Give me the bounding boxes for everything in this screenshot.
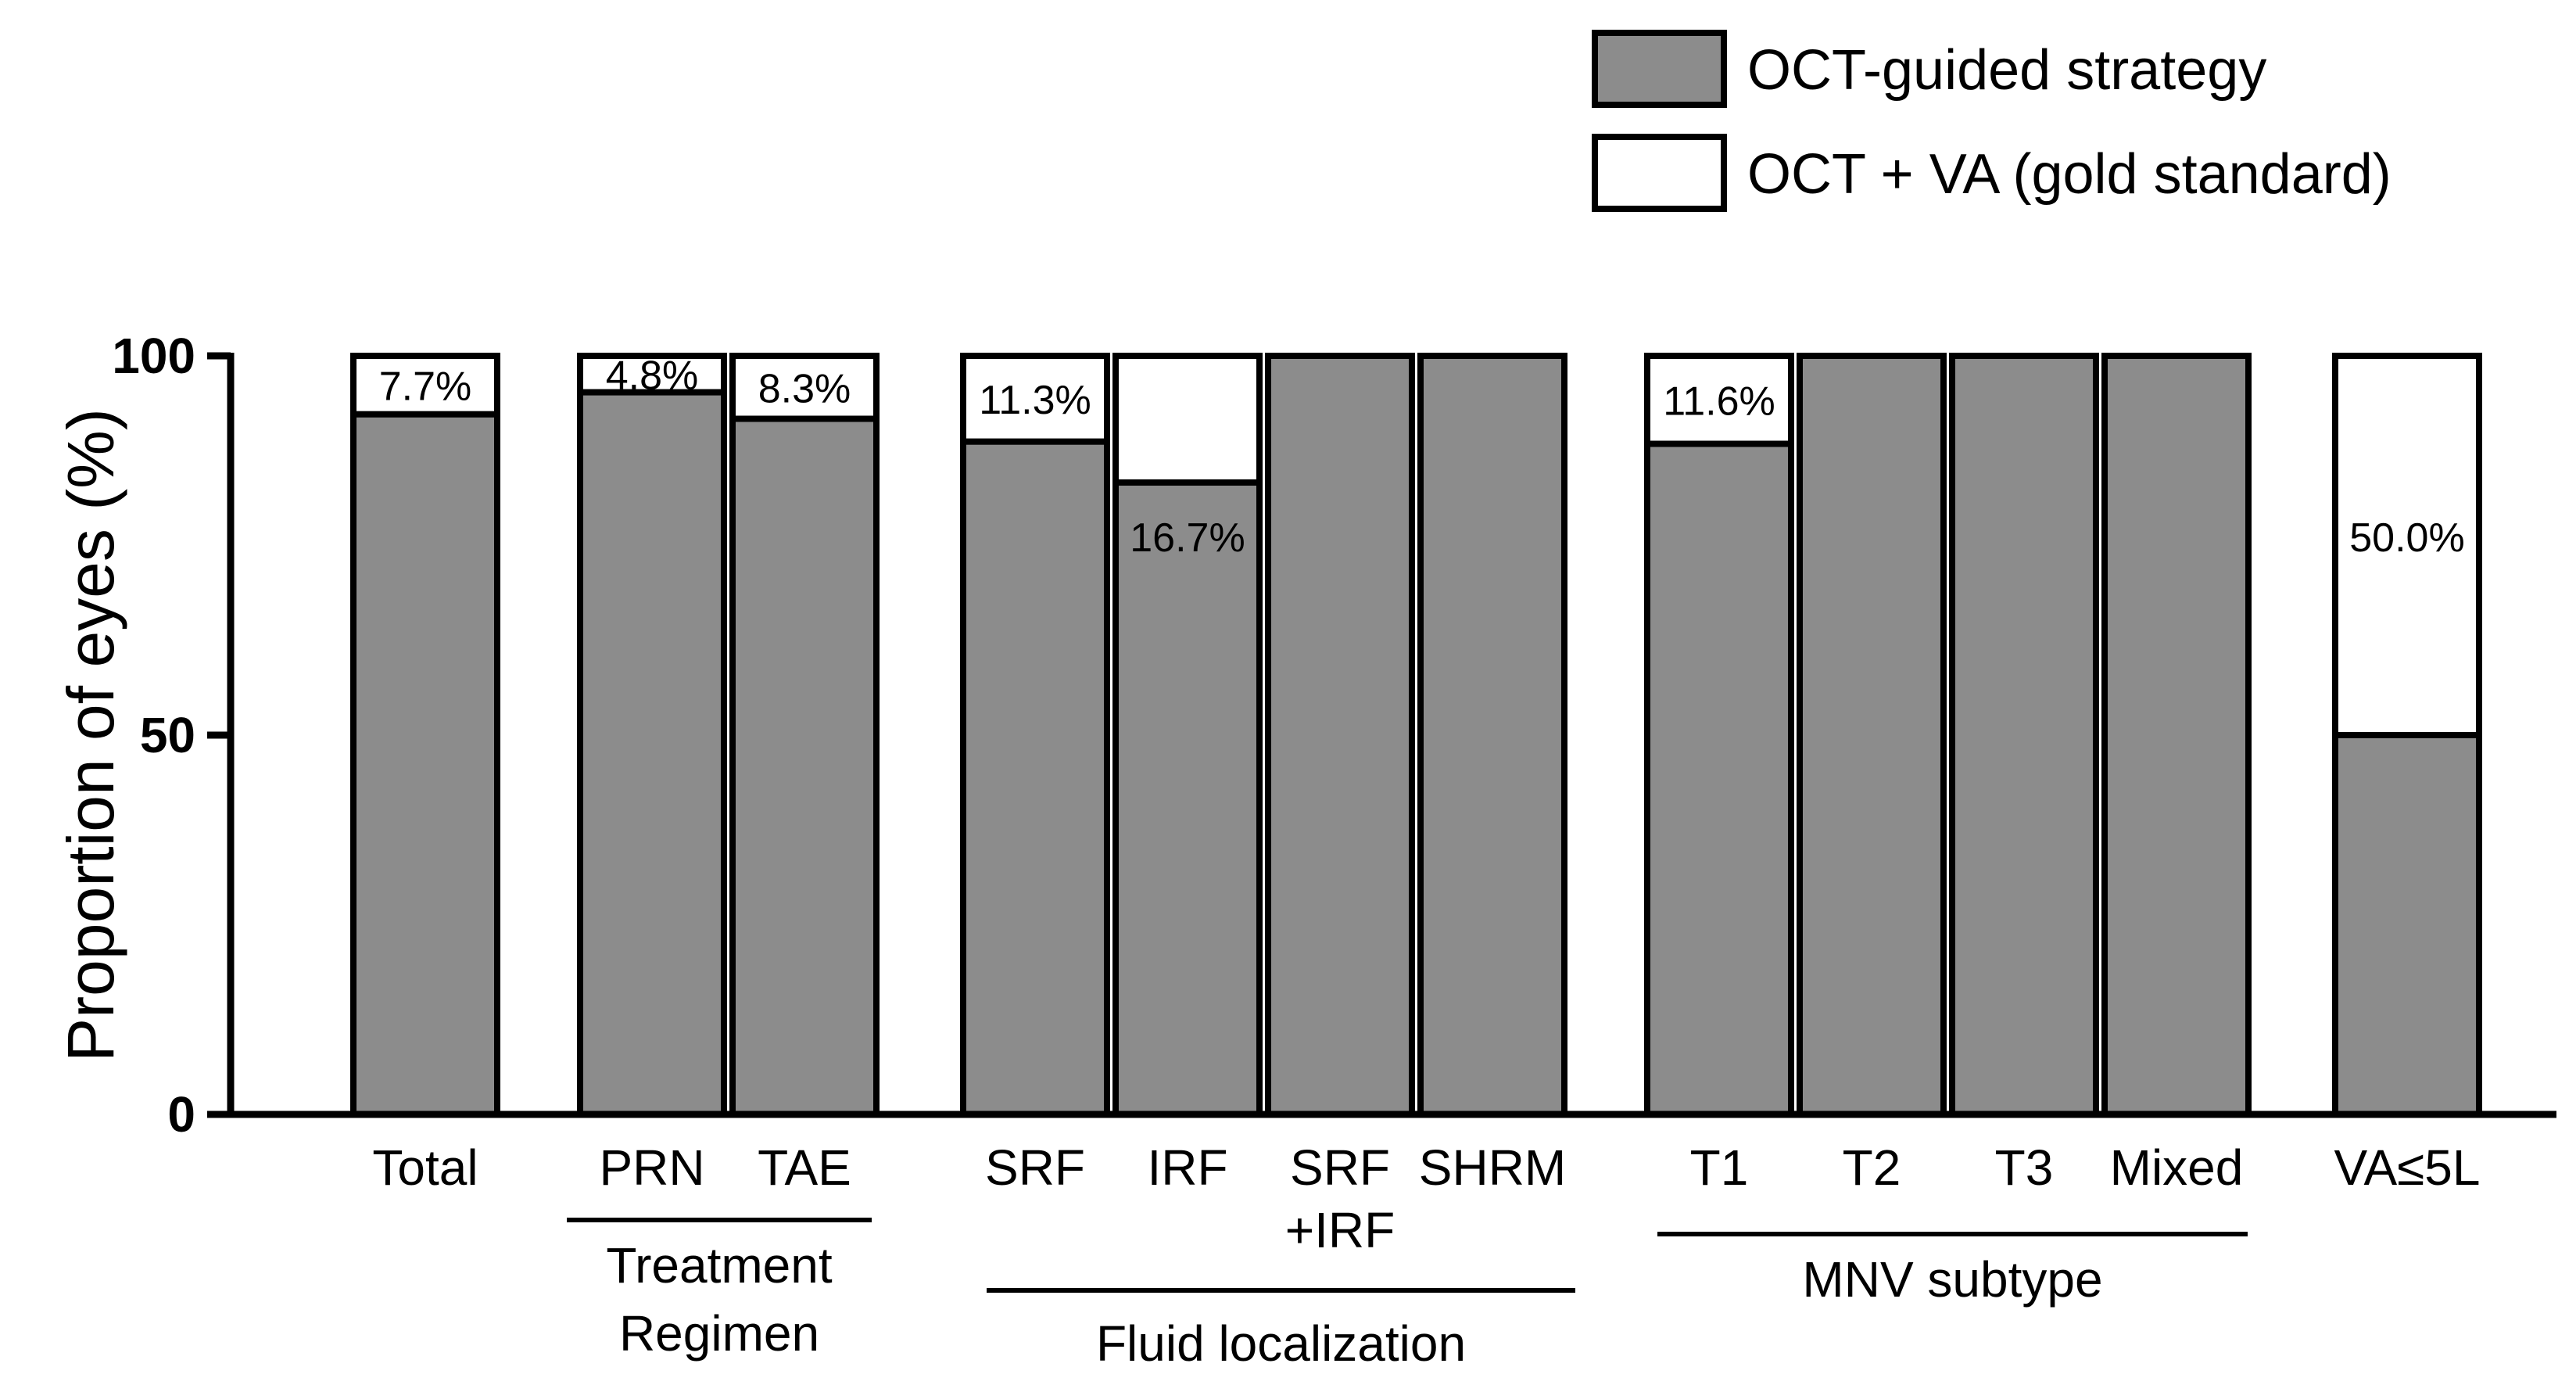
bar-oct-guided-total bbox=[350, 411, 500, 1118]
x-tick-label-mixed: Mixed bbox=[2110, 1139, 2244, 1196]
data-label-srf: 11.3% bbox=[979, 378, 1091, 423]
x-tick-label-line: IRF bbox=[1147, 1139, 1227, 1196]
data-label-irf: 16.7% bbox=[1130, 515, 1245, 561]
bar-oct-guided-tae bbox=[729, 415, 880, 1118]
x-tick-label-va-5l: VA≤5L bbox=[2334, 1139, 2481, 1196]
bar-oct-va-total bbox=[350, 353, 500, 418]
legend-swatch-oct-guided-strategy bbox=[1592, 30, 1727, 108]
x-axis: Total PRN TAE SRF IRF SRF +IRF SHRM T1 T2 T3 Mixed V… bbox=[228, 1111, 2556, 1258]
x-tick-label-line: T2 bbox=[1843, 1139, 1901, 1196]
bars: 7.7% 4.8% 8.3% 11.3% 16.7% 11.6% 50.0% bbox=[350, 353, 2482, 1118]
y-axis: 0 50 100 Proportion of eyes (%) bbox=[54, 328, 235, 1143]
x-tick-label-line: PRN bbox=[599, 1139, 704, 1196]
legend-label-oct-guided-strategy: OCT-guided strategy bbox=[1747, 39, 2266, 102]
group-label-line: Regimen bbox=[619, 1305, 819, 1362]
x-tick-label-t2: T2 bbox=[1843, 1139, 1901, 1196]
group-label-line: Treatment bbox=[606, 1237, 833, 1294]
bar-oct-guided-va-5l bbox=[2332, 732, 2482, 1118]
x-tick-label-total: Total bbox=[372, 1139, 478, 1196]
data-label-va-5l: 50.0% bbox=[2349, 515, 2464, 561]
x-tick-label-line: SRF bbox=[1290, 1139, 1390, 1196]
bar-oct-guided-srf-irf bbox=[1265, 353, 1415, 1118]
group-label-fluid-localization: Fluid localization bbox=[1096, 1315, 1466, 1372]
x-tick-label-t1: T1 bbox=[1690, 1139, 1749, 1196]
x-tick-label-srf: SRF bbox=[985, 1139, 1085, 1196]
legend-swatch-oct-va-gold-standard bbox=[1592, 134, 1727, 212]
x-tick-label-prn: PRN bbox=[599, 1139, 704, 1196]
legend: OCT-guided strategy OCT + VA (gold standa… bbox=[1592, 30, 2391, 212]
data-label-tae: 8.3% bbox=[758, 366, 851, 411]
bar-oct-va-irf bbox=[1112, 353, 1263, 486]
bar-oct-guided-prn bbox=[577, 389, 727, 1118]
bar-oct-guided-shrm bbox=[1417, 353, 1567, 1118]
x-tick-label-line: SRF bbox=[985, 1139, 1085, 1196]
x-tick-label-line: TAE bbox=[758, 1139, 851, 1196]
bar-oct-va-prn bbox=[577, 353, 727, 396]
x-tick-label-line: VA≤5L bbox=[2334, 1139, 2481, 1196]
bar-oct-guided-t3 bbox=[1949, 353, 2099, 1118]
y-tick-label-100: 100 bbox=[112, 328, 195, 384]
x-tick-label-line: T1 bbox=[1690, 1139, 1749, 1196]
bar-oct-va-tae bbox=[729, 353, 880, 422]
group-label-mnv-subtype: MNV subtype bbox=[1802, 1251, 2102, 1308]
y-tick-label-50: 50 bbox=[140, 707, 195, 763]
data-label-prn: 4.8% bbox=[606, 353, 699, 398]
bar-oct-va-va-5l bbox=[2332, 353, 2482, 738]
y-axis-label: Proportion of eyes (%) bbox=[54, 408, 127, 1062]
data-label-t1: 11.6% bbox=[1663, 379, 1775, 424]
bar-oct-guided-srf bbox=[960, 438, 1110, 1118]
x-tick-label-line: Total bbox=[372, 1139, 478, 1196]
x-tick-label-t3: T3 bbox=[1995, 1139, 2054, 1196]
y-tick-label-0: 0 bbox=[167, 1086, 195, 1143]
group-label-treatment-regimen: Treatment Regimen bbox=[606, 1237, 833, 1362]
x-tick-label-line: +IRF bbox=[1285, 1202, 1395, 1258]
x-tick-label-line: SHRM bbox=[1419, 1139, 1566, 1196]
x-tick-label-srf-irf: SRF +IRF bbox=[1285, 1139, 1395, 1258]
bar-oct-guided-mixed bbox=[2101, 353, 2252, 1118]
bar-oct-guided-irf bbox=[1112, 479, 1263, 1118]
bar-oct-va-srf bbox=[960, 353, 1110, 445]
group-label-line: Fluid localization bbox=[1096, 1315, 1466, 1372]
bar-oct-guided-t1 bbox=[1644, 440, 1794, 1118]
x-tick-label-shrm: SHRM bbox=[1419, 1139, 1566, 1196]
group-label-line: MNV subtype bbox=[1802, 1251, 2102, 1308]
x-tick-label-tae: TAE bbox=[758, 1139, 851, 1196]
data-label-total: 7.7% bbox=[379, 364, 472, 409]
bar-oct-guided-t2 bbox=[1797, 353, 1947, 1118]
x-tick-label-line: Mixed bbox=[2110, 1139, 2244, 1196]
x-tick-label-irf: IRF bbox=[1147, 1139, 1227, 1196]
category-groups: Treatment Regimen Fluid localization MNV su… bbox=[567, 1218, 2248, 1372]
bar-oct-va-t1 bbox=[1644, 353, 1794, 447]
x-tick-label-line: T3 bbox=[1995, 1139, 2054, 1196]
legend-label-oct-va-gold-standard: OCT + VA (gold standard) bbox=[1747, 143, 2391, 206]
